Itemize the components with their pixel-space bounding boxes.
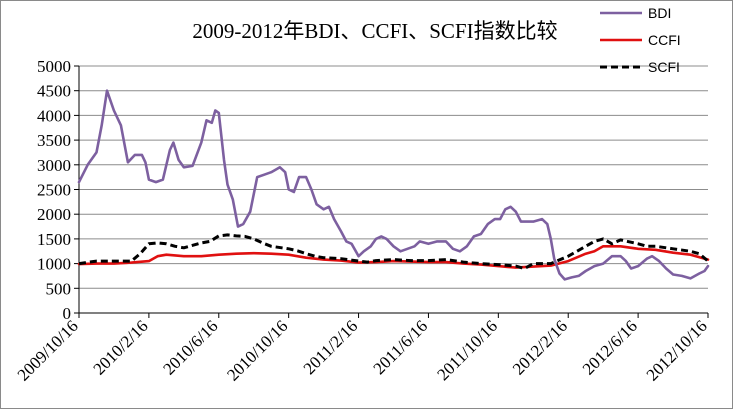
series-line-scfi	[78, 233, 709, 270]
x-tick-label: 2010/10/16	[223, 316, 291, 384]
legend-label-scfi: SCFI	[648, 59, 680, 75]
chart-title: 2009-2012年BDI、CCFI、SCFI指数比较	[192, 19, 557, 43]
y-tick-label: 4500	[37, 82, 71, 101]
series-line-ccfi	[77, 245, 710, 269]
y-tick-label: 5000	[37, 57, 71, 76]
series-lines	[77, 89, 710, 281]
y-tick-label: 4000	[37, 106, 71, 125]
x-tick-label: 2011/10/16	[433, 316, 501, 384]
y-tick-label: 1500	[37, 230, 71, 249]
legend-label-ccfi: CCFI	[648, 32, 681, 48]
legend: BDI CCFI SCFI	[600, 5, 681, 75]
y-tick-label: 3000	[37, 156, 71, 175]
y-tick-label: 0	[63, 304, 72, 323]
y-axis-ticks: 0 500 1000 1500 2000 2500 3000 3500 4000 4500 5000	[37, 57, 79, 323]
x-tick-label: 2010/2/16	[90, 316, 152, 378]
y-tick-label: 2000	[37, 205, 71, 224]
x-axis-ticks: 2009/10/16 2010/2/16 2010/6/16 2010/10/16 20…	[14, 313, 711, 385]
x-tick-label: 2012/6/16	[579, 316, 641, 378]
series-line-bdi	[77, 89, 710, 281]
x-tick-label: 2010/6/16	[159, 316, 221, 378]
y-tick-label: 2500	[37, 181, 71, 200]
x-tick-label: 2009/10/16	[14, 316, 82, 384]
x-tick-label: 2011/6/16	[370, 316, 432, 378]
y-tick-label: 1000	[37, 255, 71, 274]
legend-label-bdi: BDI	[648, 5, 671, 21]
y-tick-label: 3500	[37, 131, 71, 150]
x-tick-label: 2011/2/16	[300, 316, 362, 378]
x-tick-label: 2012/2/16	[509, 316, 571, 378]
y-tick-label: 500	[46, 279, 72, 298]
x-tick-label: 2012/10/16	[643, 316, 711, 384]
